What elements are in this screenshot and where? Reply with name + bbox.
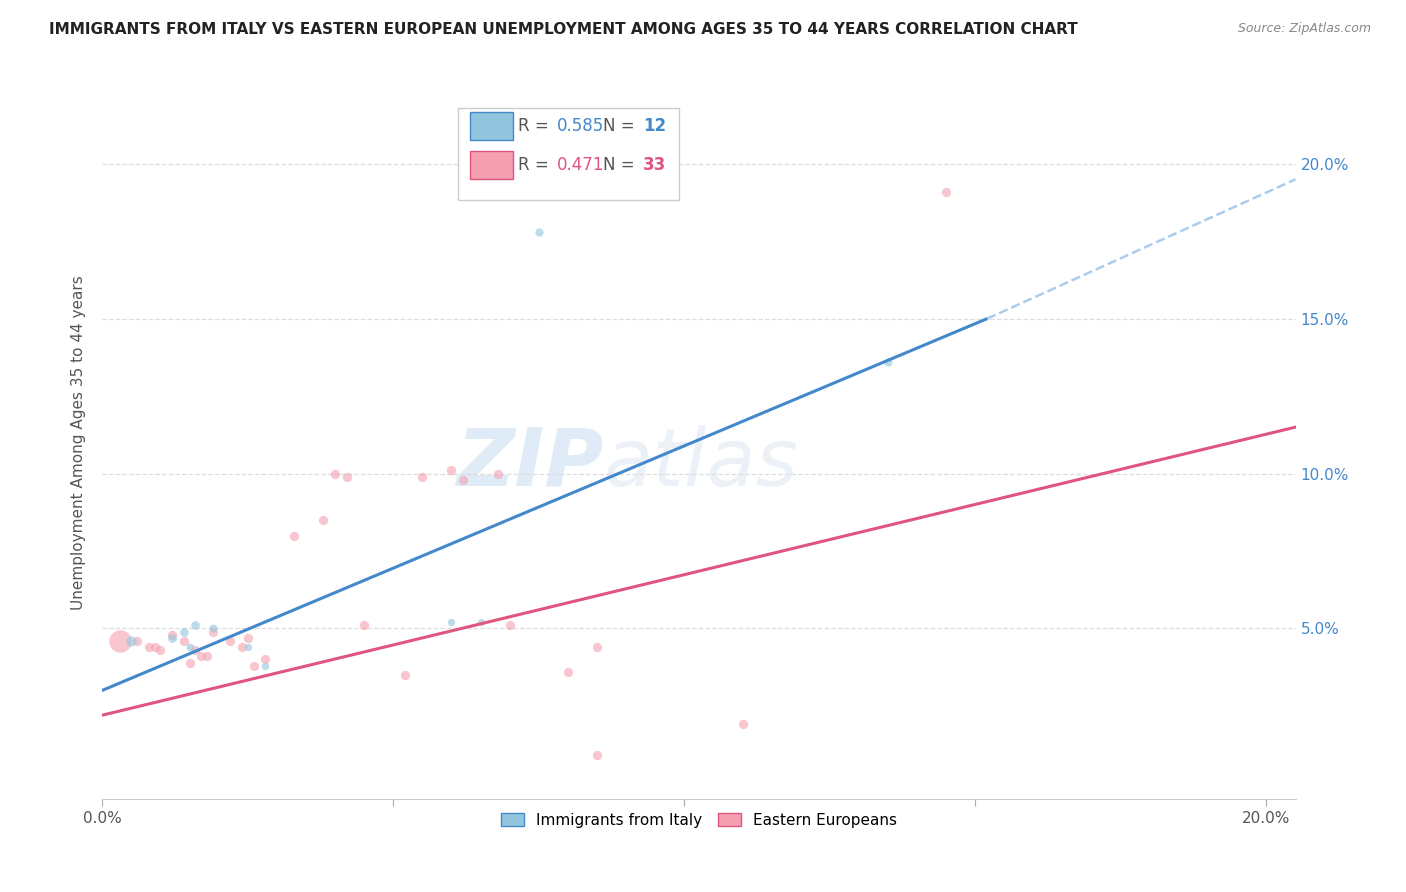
- Point: [336, 469, 359, 483]
- Text: 33: 33: [643, 156, 666, 174]
- Point: [586, 640, 609, 654]
- Text: IMMIGRANTS FROM ITALY VS EASTERN EUROPEAN UNEMPLOYMENT AMONG AGES 35 TO 44 YEARS: IMMIGRANTS FROM ITALY VS EASTERN EUROPEA…: [49, 22, 1078, 37]
- Point: [149, 643, 172, 657]
- Point: [160, 627, 183, 641]
- Point: [179, 656, 201, 670]
- Point: [499, 618, 522, 632]
- Point: [184, 643, 207, 657]
- Text: ZIP: ZIP: [456, 425, 603, 503]
- Text: Source: ZipAtlas.com: Source: ZipAtlas.com: [1237, 22, 1371, 36]
- Point: [184, 618, 207, 632]
- Point: [527, 225, 550, 239]
- Y-axis label: Unemployment Among Ages 35 to 44 years: Unemployment Among Ages 35 to 44 years: [72, 276, 86, 610]
- Point: [120, 633, 142, 648]
- Point: [586, 748, 609, 763]
- Point: [143, 640, 166, 654]
- FancyBboxPatch shape: [470, 112, 513, 140]
- Point: [242, 658, 264, 673]
- Point: [138, 640, 160, 654]
- FancyBboxPatch shape: [458, 108, 679, 201]
- Point: [173, 633, 195, 648]
- Text: 0.585: 0.585: [557, 117, 605, 135]
- Point: [201, 622, 224, 636]
- Point: [179, 640, 201, 654]
- Point: [236, 631, 259, 645]
- Point: [323, 467, 346, 481]
- Point: [353, 618, 375, 632]
- Point: [394, 668, 416, 682]
- Point: [486, 467, 509, 481]
- Legend: Immigrants from Italy, Eastern Europeans: Immigrants from Italy, Eastern Europeans: [495, 806, 903, 834]
- Point: [127, 633, 149, 648]
- Point: [160, 631, 183, 645]
- Point: [236, 640, 259, 654]
- Point: [877, 355, 900, 369]
- FancyBboxPatch shape: [470, 152, 513, 179]
- Point: [219, 633, 242, 648]
- Point: [190, 649, 212, 664]
- Text: R =: R =: [517, 156, 554, 174]
- Point: [470, 615, 492, 630]
- Point: [283, 528, 305, 542]
- Point: [451, 473, 474, 487]
- Text: R =: R =: [517, 117, 554, 135]
- Point: [731, 717, 754, 731]
- Point: [312, 513, 335, 527]
- Point: [254, 658, 277, 673]
- Text: 12: 12: [643, 117, 666, 135]
- Text: atlas: atlas: [603, 425, 799, 503]
- Point: [440, 463, 463, 477]
- Point: [440, 615, 463, 630]
- Point: [254, 652, 277, 666]
- Point: [935, 185, 957, 199]
- Text: N =: N =: [603, 156, 640, 174]
- Text: 0.471: 0.471: [557, 156, 605, 174]
- Point: [557, 665, 579, 679]
- Point: [411, 469, 433, 483]
- Point: [173, 624, 195, 639]
- Point: [201, 624, 224, 639]
- Point: [231, 640, 253, 654]
- Text: N =: N =: [603, 117, 640, 135]
- Point: [108, 633, 131, 648]
- Point: [195, 649, 218, 664]
